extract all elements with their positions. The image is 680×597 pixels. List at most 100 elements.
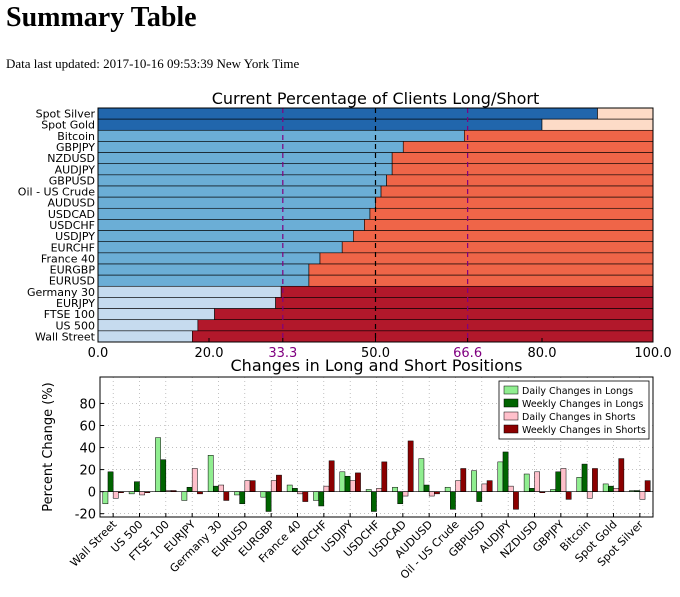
short-bar <box>380 185 654 198</box>
change-bar <box>313 491 319 501</box>
y-tick-label: 40 <box>79 442 96 457</box>
long-bar <box>97 196 376 209</box>
legend-label: Daily Changes in Shorts <box>522 412 636 423</box>
plot-frame <box>99 376 654 518</box>
change-bar <box>608 485 614 492</box>
category-label: EURCHF <box>51 241 95 254</box>
short-bar <box>375 196 654 209</box>
change-bar <box>602 483 609 492</box>
change-bar <box>644 480 651 492</box>
short-bar <box>391 163 654 176</box>
category-label: France 40 <box>41 252 95 265</box>
change-bar <box>344 475 351 492</box>
long-bar <box>97 118 543 131</box>
long-bar <box>97 230 354 243</box>
change-bar <box>213 485 219 492</box>
short-bar <box>391 152 654 165</box>
change-bar <box>286 484 293 492</box>
change-bar <box>381 461 388 492</box>
change-bar <box>218 484 224 492</box>
change-bar <box>155 437 161 492</box>
short-bar <box>192 330 654 343</box>
change-bar <box>339 471 346 492</box>
legend-swatch <box>503 385 519 395</box>
chart-title: Changes in Long and Short Positions <box>231 356 523 375</box>
change-bar <box>529 488 535 492</box>
short-bar <box>352 230 654 243</box>
change-bar <box>349 480 356 492</box>
change-bar <box>376 488 382 492</box>
short-bar <box>319 252 654 265</box>
long-bar <box>97 308 215 321</box>
short-bar <box>214 308 654 321</box>
category-label: EURJPY <box>56 297 95 310</box>
long-bar <box>97 319 199 332</box>
long-bar <box>97 129 465 142</box>
change-bar <box>244 480 251 492</box>
change-bar <box>234 491 240 496</box>
change-bar <box>270 480 277 492</box>
category-label: GBPJPY <box>56 141 95 154</box>
short-bar <box>463 129 654 142</box>
x-tick-label: 20.0 <box>195 346 224 361</box>
legend-label: Daily Changes in Longs <box>522 386 633 397</box>
x-tick-label: 0.0 <box>88 346 109 361</box>
short-bar <box>597 107 654 120</box>
long-bar <box>97 163 393 176</box>
long-bar <box>97 185 382 198</box>
long-bar <box>97 174 387 187</box>
change-bar <box>639 491 646 500</box>
category-label: EURUSD <box>49 275 95 288</box>
x-tick-label: 33.3 <box>268 346 297 361</box>
legend-swatch <box>503 424 519 434</box>
short-bar <box>275 297 654 309</box>
y-tick-label: 80 <box>79 397 96 412</box>
change-bar <box>502 451 509 492</box>
legend-swatch <box>503 411 519 421</box>
change-bar <box>191 468 198 492</box>
page-title: Summary Table <box>6 2 197 33</box>
x-tick-label: 80.0 <box>528 346 557 361</box>
change-bar <box>428 491 435 497</box>
change-bar <box>523 473 530 492</box>
change-bar <box>134 481 140 492</box>
change-bar <box>392 486 398 492</box>
change-bar <box>160 459 167 492</box>
category-label: Spot Gold <box>41 119 95 132</box>
change-bar <box>581 463 588 492</box>
change-bar <box>613 488 619 492</box>
long-bar <box>97 152 393 165</box>
long-bar <box>97 241 343 254</box>
short-bar <box>364 219 654 231</box>
change-bar <box>455 480 461 492</box>
change-bar <box>371 491 377 512</box>
short-bar <box>308 274 654 287</box>
short-bar <box>308 263 654 276</box>
change-bar <box>107 471 114 492</box>
change-bar <box>397 491 404 505</box>
chart-title: Current Percentage of Clients Long/Short <box>212 89 540 108</box>
legend-swatch <box>503 398 519 408</box>
change-bar <box>444 486 451 492</box>
change-bar <box>471 470 477 492</box>
change-bar <box>181 491 188 501</box>
change-bar <box>302 491 309 502</box>
category-label: Germany 30 <box>27 286 95 299</box>
category-label: EURGBP <box>50 264 96 277</box>
change-bar <box>460 468 467 492</box>
change-bar <box>239 491 246 505</box>
legend-label: Weekly Changes in Longs <box>522 399 643 410</box>
change-bar <box>318 491 325 507</box>
long-bar <box>97 252 321 265</box>
category-label: NZDUSD <box>47 152 95 165</box>
change-bar <box>497 461 504 492</box>
change-bar <box>565 491 572 500</box>
y-tick-label: 60 <box>79 420 96 435</box>
change-bar <box>265 491 272 512</box>
short-bar <box>402 141 654 153</box>
category-label: Oil - US Crude <box>18 186 95 199</box>
long-bar <box>97 219 365 231</box>
legend-box <box>498 380 650 440</box>
